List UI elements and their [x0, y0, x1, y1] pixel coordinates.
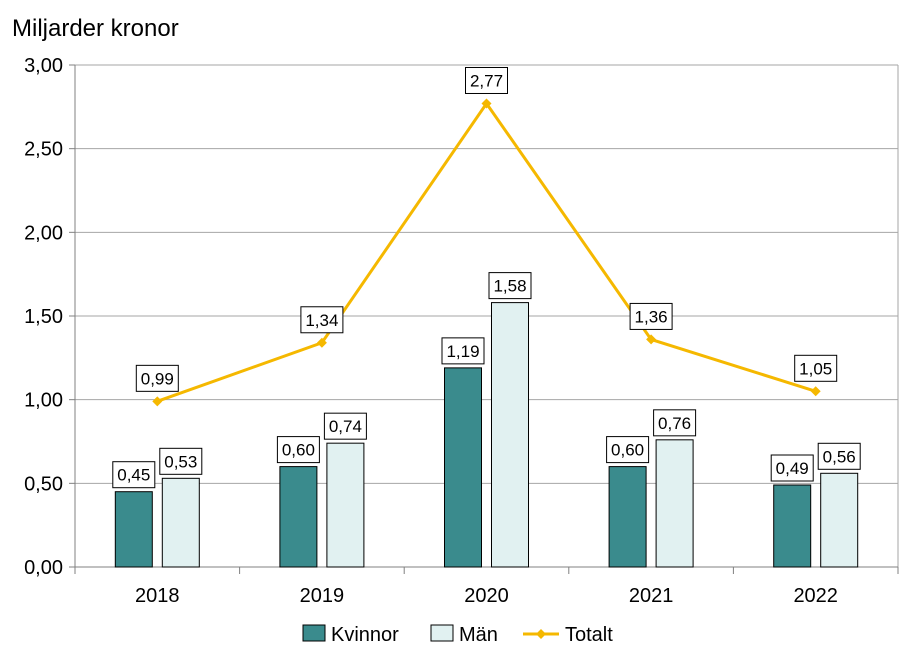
- data-label-box: [135, 364, 179, 392]
- data-label: 0,53: [164, 452, 197, 471]
- data-label: 0,99: [141, 369, 174, 388]
- data-label-box: [817, 442, 861, 470]
- y-tick-label: 0,50: [24, 473, 63, 495]
- x-tick-label: 2022: [793, 585, 838, 607]
- bar-man: [326, 442, 365, 568]
- data-label-box: [159, 447, 203, 475]
- bar-kvinnor: [608, 466, 647, 568]
- bars: [114, 302, 859, 568]
- gridlines: [75, 64, 898, 484]
- data-label-box: [653, 409, 697, 437]
- data-label-box: [276, 436, 320, 464]
- y-tick-label: 2,00: [24, 222, 63, 244]
- data-label: 0,74: [329, 417, 362, 436]
- y-axis-title: Miljarder kronor: [12, 15, 179, 42]
- data-label: 1,19: [446, 342, 479, 361]
- bar-kvinnor: [773, 484, 812, 568]
- x-tick-label: 2020: [464, 585, 509, 607]
- bar-man: [491, 302, 529, 568]
- data-label-box: [112, 461, 156, 489]
- legend-swatch: [430, 624, 454, 642]
- bar-man: [161, 477, 200, 568]
- total-marker: [810, 386, 821, 397]
- data-label-box: [629, 302, 673, 330]
- total-marker: [481, 98, 492, 109]
- y-tick-label: 3,00: [24, 55, 63, 77]
- data-label: 0,45: [117, 466, 150, 485]
- x-tick-label: 2018: [135, 585, 180, 607]
- legend: Kvinnor Män Totalt: [302, 624, 613, 646]
- data-label-box: [770, 454, 814, 482]
- data-label: 2,77: [470, 71, 503, 90]
- bar-man: [655, 439, 694, 568]
- x-axis: 2018 2019 2020 2021 2022: [74, 566, 899, 607]
- data-label-box: [465, 66, 508, 94]
- data-label: 0,49: [776, 459, 809, 478]
- y-tick-label: 2,50: [24, 139, 63, 161]
- total-marker: [152, 396, 163, 407]
- x-tick-label: 2019: [300, 585, 345, 607]
- y-tick-label: 1,50: [24, 306, 63, 328]
- legend-label: Totalt: [565, 624, 613, 646]
- total-line: [152, 98, 821, 407]
- total-line-path: [156, 100, 817, 403]
- data-label-box: [323, 412, 367, 440]
- data-label-box: [794, 354, 838, 382]
- total-marker: [316, 337, 327, 348]
- bar-kvinnor: [279, 466, 318, 568]
- data-label: 1,05: [799, 359, 832, 378]
- data-label: 0,60: [611, 441, 644, 460]
- data-label-box: [606, 436, 650, 464]
- bar-kvinnor: [444, 367, 482, 568]
- data-label: 0,56: [823, 447, 856, 466]
- data-label: 1,34: [305, 311, 338, 330]
- data-label-box: [300, 306, 344, 334]
- data-label: 0,60: [282, 441, 315, 460]
- legend-label: Män: [459, 624, 498, 646]
- data-label-box: [488, 272, 532, 300]
- legend-label: Kvinnor: [331, 624, 399, 646]
- data-label: 0,76: [658, 414, 691, 433]
- bar-man: [820, 472, 859, 568]
- y-axis: 0,00 0,50 1,00 1,50 2,00 2,50 3,00: [24, 55, 899, 579]
- total-marker: [646, 334, 657, 345]
- data-label: 1,36: [635, 307, 668, 326]
- data-label: 1,58: [493, 277, 526, 296]
- data-labels: 0,45 0,60 1,19 0,60 0,49 0,53 0,74 1,58 0,76 0,56…: [112, 66, 861, 489]
- bar-kvinnor: [114, 491, 153, 568]
- legend-marker: [536, 629, 546, 639]
- legend-swatch: [302, 624, 326, 642]
- data-label-box: [441, 337, 485, 365]
- x-tick-label: 2021: [629, 585, 674, 607]
- y-tick-label: 1,00: [24, 390, 63, 412]
- y-tick-label: 0,00: [24, 557, 63, 579]
